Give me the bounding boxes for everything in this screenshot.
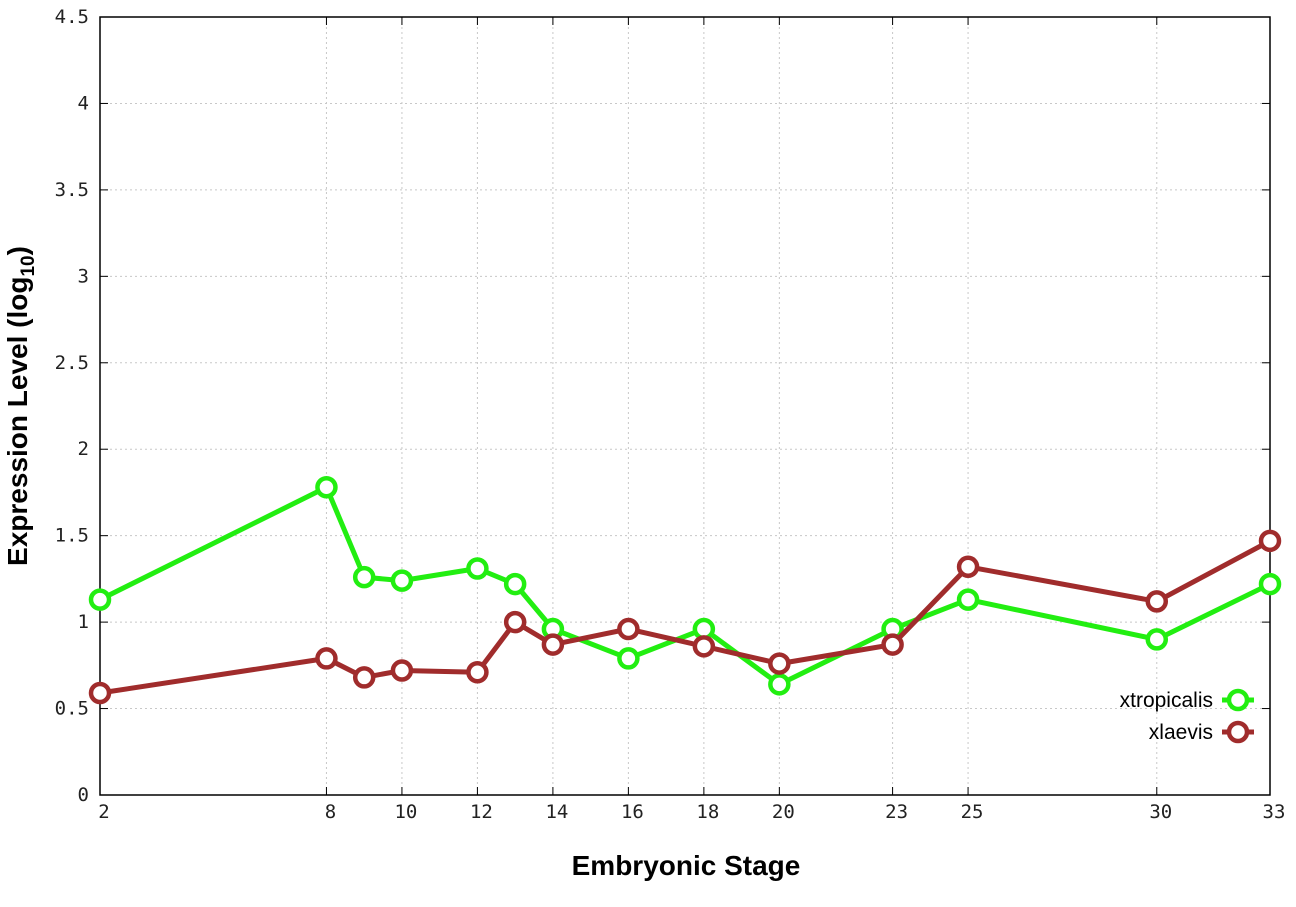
legend-marker bbox=[1226, 720, 1250, 744]
legend-label: xlaevis bbox=[1149, 721, 1213, 744]
x-tick-label: 10 bbox=[394, 801, 417, 823]
legend-marker bbox=[1226, 688, 1250, 712]
data-point bbox=[617, 617, 640, 641]
data-point bbox=[692, 635, 716, 658]
tick-labels: 0 0.5 1 1.5 2 2.5 3 3.5 4 4.5 2 8 10 12 14 16 18 20 23 25 30… bbox=[55, 6, 1286, 823]
data-point bbox=[390, 569, 414, 592]
x-tick-label: 18 bbox=[696, 801, 719, 823]
series-xtropicalis bbox=[88, 476, 1282, 696]
legend: xtropicalis xlaevis bbox=[1120, 688, 1254, 744]
y-tick-label: 1.5 bbox=[55, 525, 89, 547]
data-point bbox=[88, 588, 112, 611]
legend-label: xtropicalis bbox=[1120, 689, 1213, 712]
data-point bbox=[1258, 529, 1282, 553]
x-tick-label: 12 bbox=[470, 801, 493, 823]
y-tick-label: 0 bbox=[78, 784, 89, 806]
data-point bbox=[315, 647, 338, 670]
y-tick-label: 1 bbox=[78, 611, 89, 633]
y-tick-label: 4 bbox=[78, 92, 89, 114]
grid-lines bbox=[100, 17, 1270, 795]
y-axis-title-subscript: 10 bbox=[18, 255, 39, 276]
data-point bbox=[466, 660, 489, 684]
x-tick-label: 8 bbox=[325, 801, 336, 823]
data-point bbox=[1258, 572, 1282, 596]
data-point bbox=[768, 652, 791, 675]
x-tick-label: 23 bbox=[885, 801, 908, 823]
x-axis-title: Embryonic Stage bbox=[572, 850, 801, 881]
data-point bbox=[956, 555, 980, 579]
y-tick-label: 3.5 bbox=[55, 179, 89, 201]
data-point bbox=[881, 633, 904, 656]
data-point bbox=[390, 659, 414, 682]
data-point bbox=[503, 610, 527, 634]
data-point bbox=[315, 476, 338, 499]
data-point bbox=[352, 666, 376, 689]
x-tick-label: 2 bbox=[98, 801, 109, 823]
series-xlaevis bbox=[88, 529, 1282, 705]
data-point bbox=[503, 572, 527, 596]
y-tick-label: 0.5 bbox=[55, 698, 89, 720]
data-point bbox=[88, 681, 112, 705]
data-point bbox=[768, 673, 791, 696]
series-line bbox=[99, 538, 1272, 696]
x-tick-label: 14 bbox=[545, 801, 568, 823]
legend-item: xlaevis bbox=[1149, 720, 1254, 744]
x-tick-label: 20 bbox=[772, 801, 795, 823]
series-line bbox=[98, 484, 1272, 687]
y-axis-title-main: Expression Level (log bbox=[2, 277, 33, 566]
data-point bbox=[1145, 590, 1169, 613]
x-tick-label: 16 bbox=[621, 801, 644, 823]
plot-frame bbox=[99, 16, 1271, 796]
legend-item: xtropicalis bbox=[1120, 688, 1254, 712]
data-point bbox=[617, 647, 640, 670]
y-axis-title-close: ) bbox=[2, 246, 33, 255]
data-point bbox=[466, 557, 489, 580]
y-tick-label: 2 bbox=[78, 438, 89, 460]
data-point bbox=[352, 565, 376, 589]
x-tick-label: 30 bbox=[1149, 801, 1172, 823]
data-point bbox=[541, 633, 565, 656]
y-axis-title: Expression Level (log10) bbox=[2, 246, 39, 566]
data-point bbox=[956, 588, 980, 611]
x-tick-label: 33 bbox=[1263, 801, 1286, 823]
series-lines bbox=[88, 476, 1282, 705]
axis-ticks bbox=[99, 16, 1271, 796]
y-tick-label: 2.5 bbox=[55, 352, 89, 374]
y-tick-label: 3 bbox=[78, 265, 89, 287]
data-point bbox=[1145, 628, 1169, 651]
x-tick-label: 25 bbox=[961, 801, 984, 823]
y-tick-label: 4.5 bbox=[55, 6, 89, 28]
